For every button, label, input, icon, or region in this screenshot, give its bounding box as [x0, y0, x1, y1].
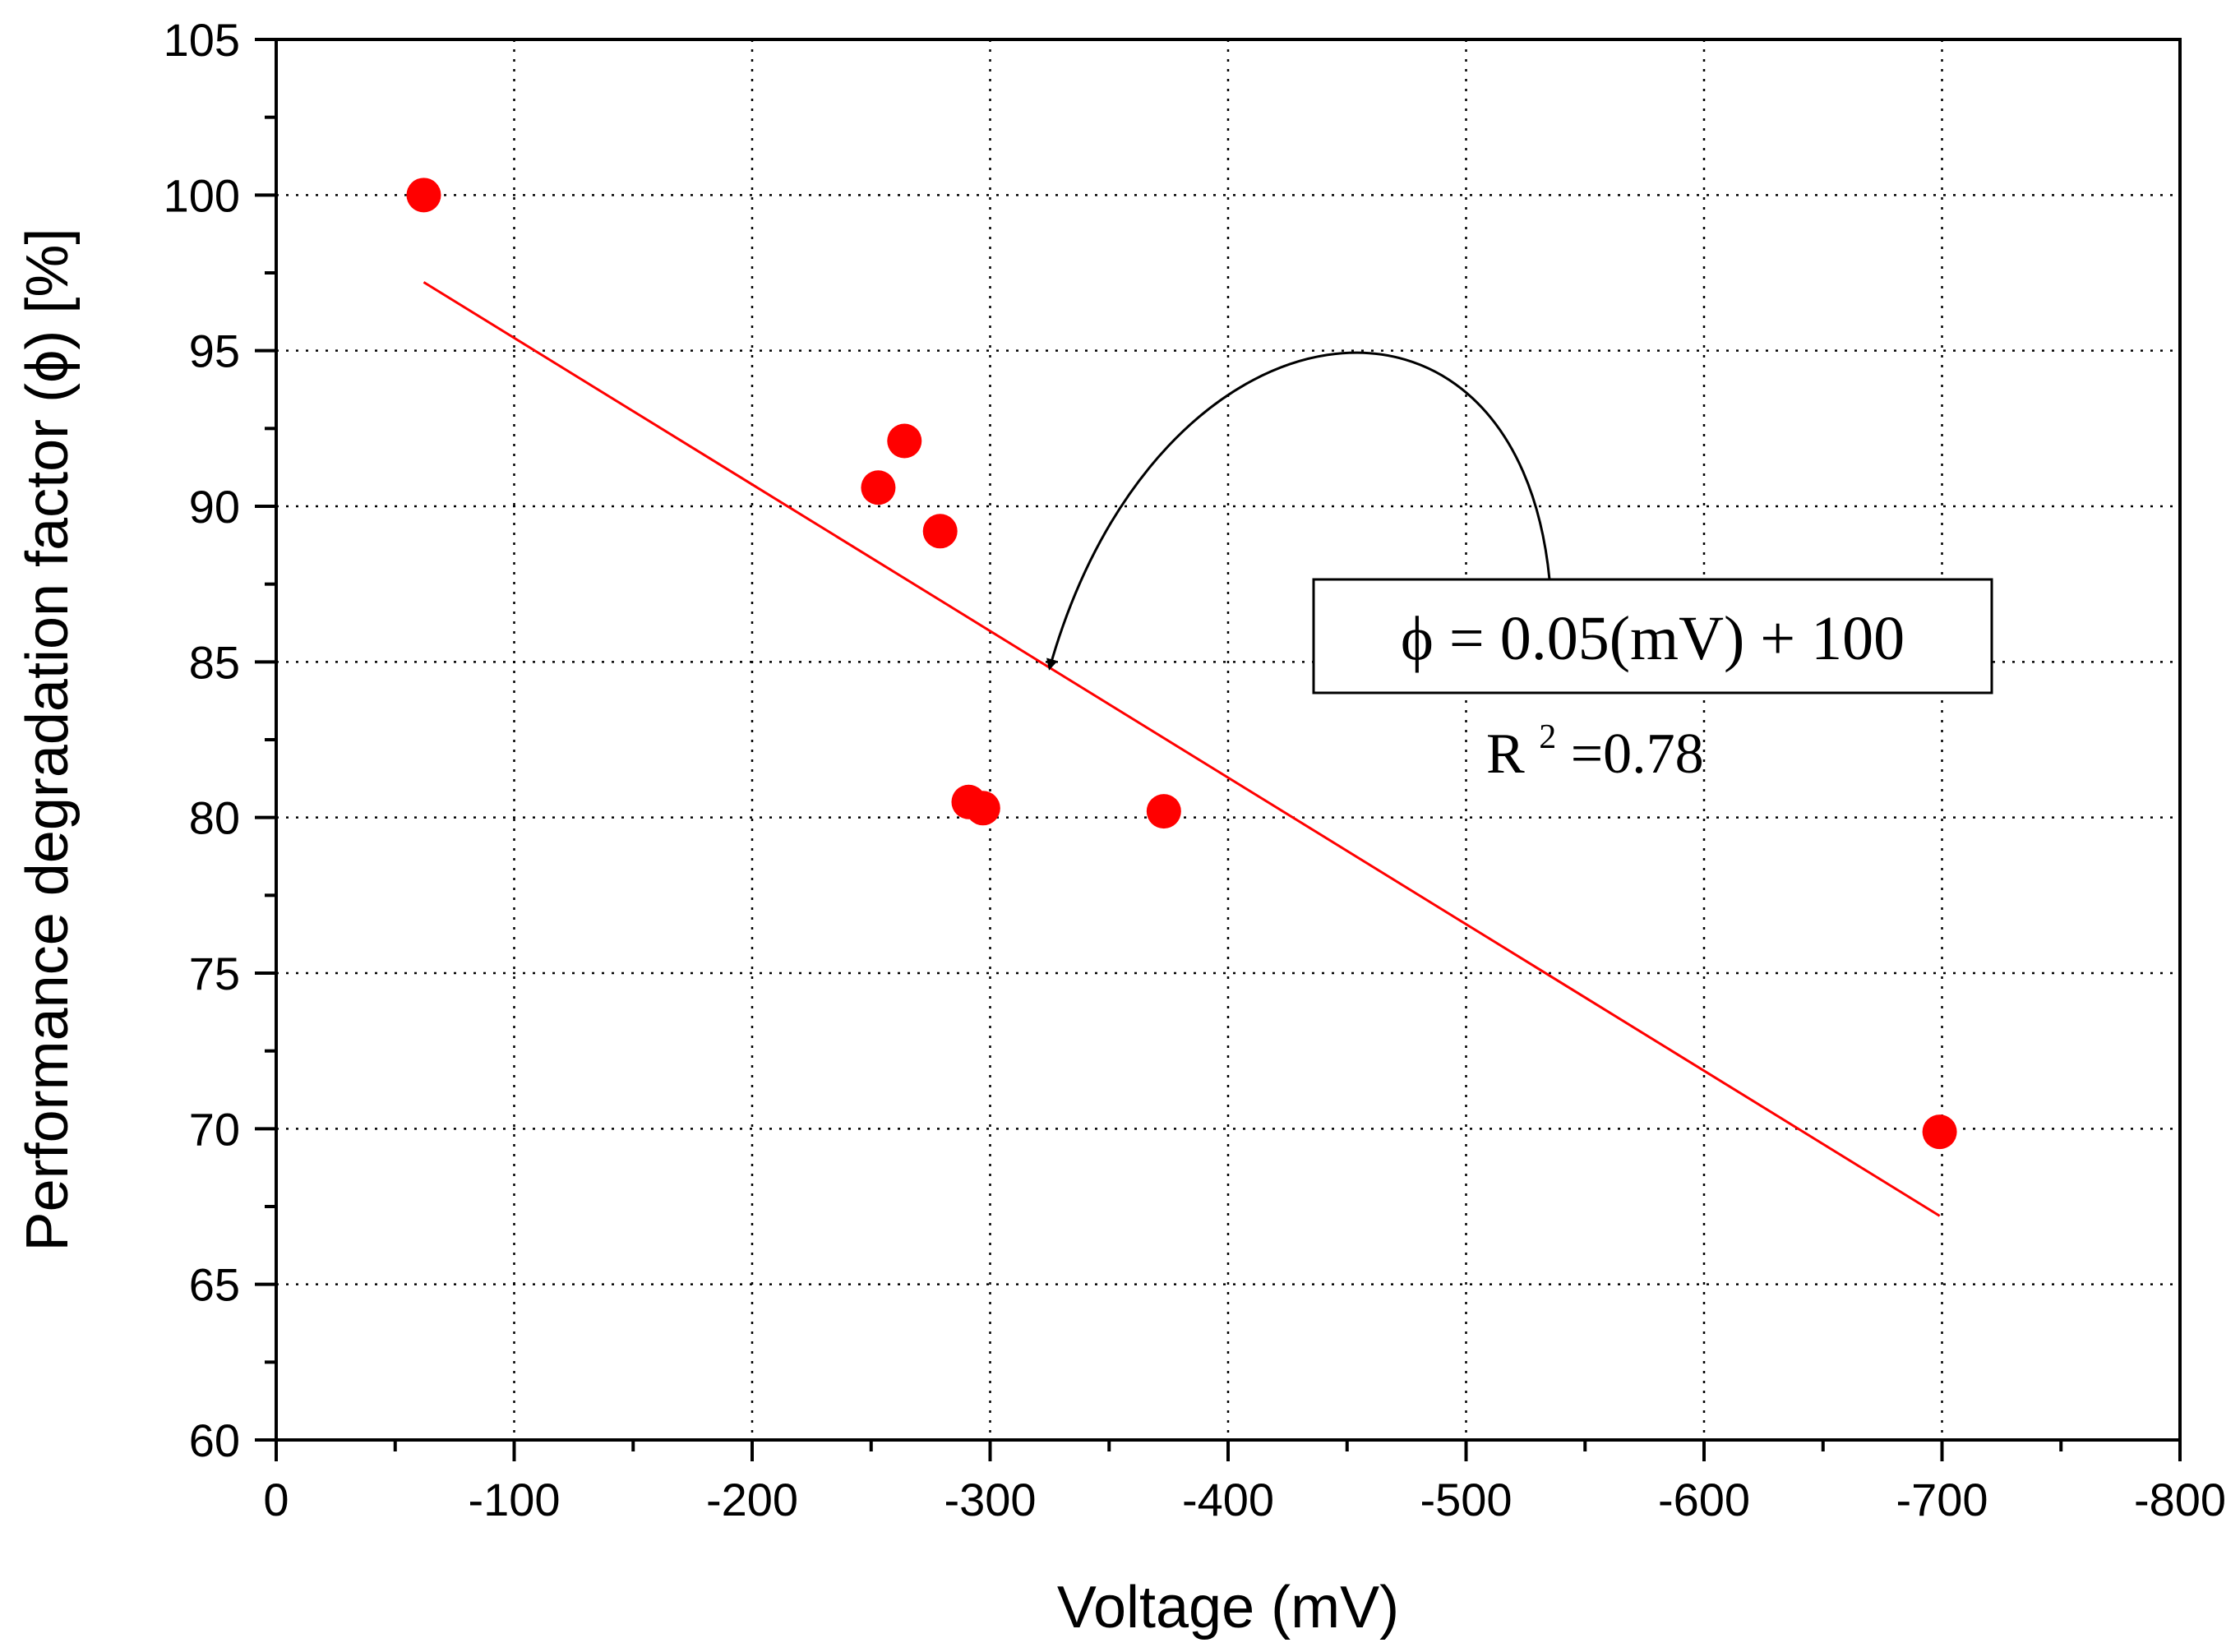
y-tick-label: 80 — [189, 792, 240, 844]
fit-annotation: ϕ = 0.05(mV) + 100 R 2 =0.78 — [1046, 351, 1993, 786]
r-squared-value: =0.78 — [1571, 722, 1704, 786]
y-tick-label: 70 — [189, 1103, 240, 1155]
data-point — [861, 470, 896, 505]
x-axis: 0 -100 -200 -300 -400 -500 -600 -700 -800 — [263, 1440, 2226, 1525]
fit-line — [423, 281, 1941, 1217]
x-tick-label: -100 — [468, 1474, 560, 1525]
y-tick-label: 105 — [164, 14, 240, 66]
fit-equation: ϕ = 0.05(mV) + 100 — [1401, 604, 1905, 673]
annotation-arrow — [1046, 351, 1551, 671]
x-tick-label: 0 — [263, 1474, 289, 1525]
data-point — [922, 514, 958, 549]
data-point — [1922, 1114, 1957, 1150]
r-squared-superscript: 2 — [1539, 718, 1556, 756]
y-tick-label: 75 — [189, 948, 240, 999]
y-tick-label: 65 — [189, 1259, 240, 1311]
y-tick-label: 100 — [164, 169, 240, 221]
x-tick-label: -500 — [1420, 1474, 1512, 1525]
r-squared-base: R — [1486, 722, 1525, 786]
x-tick-label: -600 — [1658, 1474, 1750, 1525]
y-axis-title: Performance degradation factor (ϕ) [%] — [15, 228, 81, 1252]
data-point — [1146, 794, 1181, 829]
x-tick-label: -400 — [1182, 1474, 1274, 1525]
y-tick-label: 95 — [189, 325, 240, 377]
x-axis-title: Voltage (mV) — [1057, 1575, 1399, 1640]
grid-lines — [276, 39, 2180, 1440]
r-squared-label: R 2 =0.78 — [1486, 698, 1704, 786]
fit-line-layer — [423, 281, 1941, 1217]
x-tick-label: -200 — [706, 1474, 798, 1525]
data-point — [406, 178, 441, 213]
y-tick-label: 90 — [189, 481, 240, 533]
y-axis: 60 65 70 75 80 85 90 95 100 105 — [164, 14, 276, 1466]
y-tick-label: 60 — [189, 1414, 240, 1466]
y-tick-label: 85 — [189, 636, 240, 688]
equation-box — [1312, 578, 1993, 694]
data-point — [887, 423, 922, 459]
x-tick-label: -800 — [2134, 1474, 2226, 1525]
x-tick-label: -300 — [944, 1474, 1036, 1525]
x-tick-label: -700 — [1896, 1474, 1988, 1525]
data-points — [406, 178, 1957, 1150]
data-point — [965, 791, 1000, 826]
